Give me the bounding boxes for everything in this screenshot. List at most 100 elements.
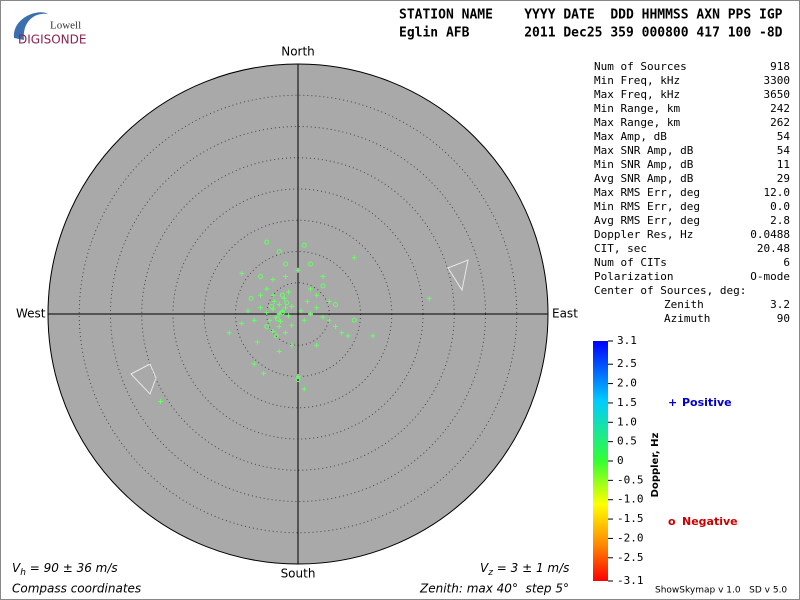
stat-value: 11 — [777, 158, 790, 171]
stat-label: Num of Sources — [594, 60, 687, 73]
stat-label: Num of CITs — [594, 256, 667, 269]
source-negative — [279, 310, 285, 316]
source-positive — [426, 295, 432, 301]
source-positive — [278, 319, 283, 324]
stat-label: Max RMS Err, deg — [594, 186, 700, 199]
source-negative — [333, 302, 338, 308]
sources — [158, 239, 432, 404]
source-positive — [283, 330, 288, 336]
coords-text: Compass coordinates — [12, 582, 141, 596]
vz-value: = 3 ± 1 m/s — [493, 561, 569, 575]
source-positive — [370, 333, 376, 339]
stat-value: 2.8 — [770, 214, 790, 227]
source-negative — [284, 300, 290, 306]
stat-label: Max SNR Amp, dB — [594, 144, 694, 157]
stat-value: 6 — [783, 256, 790, 269]
source-positive — [276, 324, 282, 329]
source-positive — [264, 286, 270, 292]
colorbar-tick-label: 2.5 — [617, 357, 637, 370]
source-positive — [267, 317, 273, 323]
source-positive — [239, 320, 245, 326]
colorbar-tick-label: 1.5 — [617, 396, 637, 409]
colorbar-tick-label: 3.1 — [617, 334, 637, 347]
stat-label: Avg RMS Err, deg — [594, 214, 700, 227]
source-positive — [320, 314, 326, 320]
source-positive — [314, 342, 320, 348]
direction-label: East — [552, 307, 578, 321]
vh-sub: h — [20, 568, 26, 578]
header-values: Eglin AFB 2011 Dec25 359 000800 417 100 … — [399, 26, 783, 41]
center-value: 3.2 — [770, 298, 790, 311]
source-negative — [273, 333, 279, 339]
source-negative — [248, 295, 254, 301]
logo-text: DIGISONDE — [18, 33, 86, 47]
source-positive — [270, 329, 276, 334]
source-positive — [301, 317, 307, 323]
source-negative — [264, 239, 270, 245]
antenna-marker — [447, 259, 469, 292]
source-positive — [289, 304, 295, 309]
stat-value: 242 — [770, 102, 790, 115]
source-positive — [339, 330, 345, 336]
legend-symbol: + — [668, 396, 677, 409]
source-negative — [276, 249, 282, 254]
source-positive — [333, 324, 338, 329]
source-positive — [226, 330, 232, 336]
source-positive — [308, 311, 313, 317]
stat-value: 918 — [770, 60, 790, 73]
source-negative — [320, 283, 326, 289]
source-positive — [251, 361, 257, 367]
colorbar-axis: 3.1 2.5 2.0 1.5 1.0 0.5 0 -0.5 -1.0 -1.5 -2.0 -2.5 -… — [608, 334, 644, 587]
colorbar-label: Doppler, Hz — [650, 433, 661, 498]
source-positive — [320, 274, 326, 279]
source-positive — [289, 342, 295, 348]
source-positive — [254, 339, 260, 345]
colorbar-tick-label: -2.0 — [617, 531, 644, 544]
source-positive — [345, 333, 351, 339]
source-positive — [301, 386, 307, 392]
source-negative — [351, 317, 357, 323]
colorbar-tick-label: 0.5 — [617, 435, 637, 448]
source-positive — [298, 308, 304, 314]
logo-swoosh — [13, 12, 49, 40]
source-positive — [308, 286, 313, 292]
zenith-text: Zenith: max 40° step 5° — [419, 582, 569, 596]
legend: + Positive o Negative — [668, 396, 738, 528]
stat-value: 0.0 — [770, 200, 790, 213]
source-negative — [258, 274, 263, 279]
vh-value: = 90 ± 36 m/s — [26, 561, 118, 575]
stat-label: Min RMS Err, deg — [594, 200, 700, 213]
stat-value: 54 — [777, 130, 791, 143]
source-positive — [326, 299, 332, 304]
vz-sub: z — [487, 568, 493, 578]
vh-text: Vh = 90 ± 36 m/s — [12, 561, 118, 578]
vh-symbol: V — [12, 561, 21, 575]
colorbar-tick-label: 1.0 — [617, 415, 637, 428]
source-negative — [283, 261, 288, 267]
stat-value: O-mode — [750, 270, 790, 283]
stat-label: Min Freq, kHz — [594, 74, 680, 87]
source-negative — [269, 304, 275, 309]
stat-value: 3650 — [764, 88, 791, 101]
legend-label: Negative — [682, 515, 738, 528]
vz-symbol: V — [480, 561, 489, 575]
source-positive — [351, 255, 357, 261]
colorbar-tick-label: -2.5 — [617, 551, 644, 564]
source-positive — [283, 305, 288, 311]
source-positive — [264, 310, 270, 316]
stat-label: Avg SNR Amp, dB — [594, 172, 694, 185]
source-positive — [276, 302, 282, 308]
source-positive — [245, 308, 251, 314]
direction-label: West — [16, 307, 46, 321]
stat-label: Polarization — [594, 270, 673, 283]
source-positive — [258, 305, 263, 311]
source-positive — [326, 317, 332, 323]
skymap — [47, 63, 549, 565]
source-positive — [314, 292, 320, 298]
colorbar-tick-label: 0 — [617, 454, 624, 467]
source-positive — [289, 322, 295, 328]
stat-label: Max Freq, kHz — [594, 88, 680, 101]
stat-label: Max Range, km — [594, 116, 680, 129]
center-value: 90 — [777, 312, 790, 325]
